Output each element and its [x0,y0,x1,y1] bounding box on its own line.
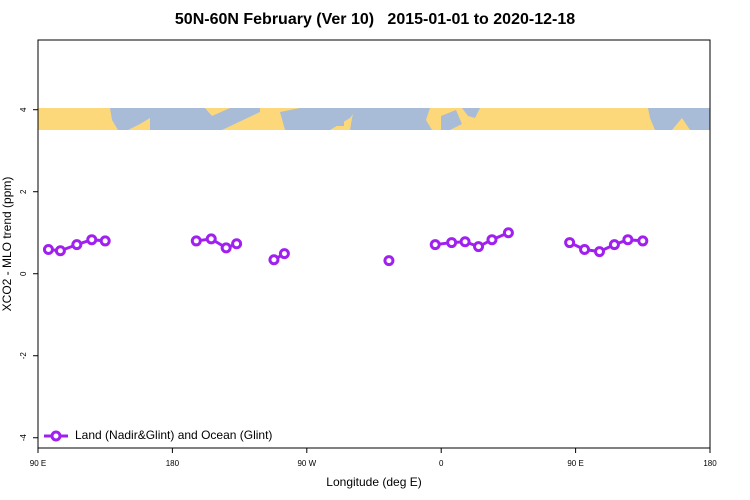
data-point [622,234,634,246]
map-ocean [110,108,150,130]
map-ocean [150,108,260,130]
legend: Land (Nadir&Glint) and Ocean (Glint) [44,428,272,442]
data-point [637,235,649,247]
data-point [99,235,111,247]
data-point [86,234,98,246]
y-tick-label: 0 [19,271,28,276]
chart-title: 50N-60N February (Ver 10) 2015-01-01 to … [175,11,575,28]
y-tick-label: 4 [19,107,28,112]
data-point [486,234,498,246]
y-axis-label: XCO2 - MLO trend (ppm) [0,177,14,312]
map-ocean [350,108,432,130]
x-tick-label: 180 [703,459,717,468]
data-point [459,236,471,248]
x-axis-label: Longitude (deg E) [326,475,421,489]
data-point [278,248,290,260]
data-point [71,239,83,251]
legend-swatch-point [50,430,62,442]
data-point [446,237,458,249]
map-ocean [648,108,710,130]
data-point [608,239,620,251]
data-point [473,241,485,253]
x-tick-label: 90 W [297,459,316,468]
data-point [42,244,54,256]
data-point [268,254,280,266]
data-point [54,245,66,257]
series-line [196,237,238,250]
plot-frame [37,39,711,449]
data-point [190,235,202,247]
x-tick-label: 180 [166,459,180,468]
y-tick-label: -4 [19,434,28,442]
data-point [231,238,243,250]
map-ocean [462,108,480,118]
data-point [205,233,217,245]
map-strip [38,108,710,130]
data-point [593,246,605,258]
data-point [579,244,591,256]
x-tick-label: 90 E [30,459,46,468]
map-ocean [322,114,344,126]
y-tick-label: 2 [19,189,28,194]
x-tick-label: 90 E [567,459,583,468]
map-ocean [441,110,462,130]
y-tick-label: -2 [19,352,28,360]
data-point [564,237,576,249]
legend-label: Land (Nadir&Glint) and Ocean (Glint) [75,428,272,442]
data-point [383,255,395,267]
data-point [429,239,441,251]
data-point [502,227,514,239]
data-point [220,242,232,254]
x-tick-label: 0 [439,459,444,468]
